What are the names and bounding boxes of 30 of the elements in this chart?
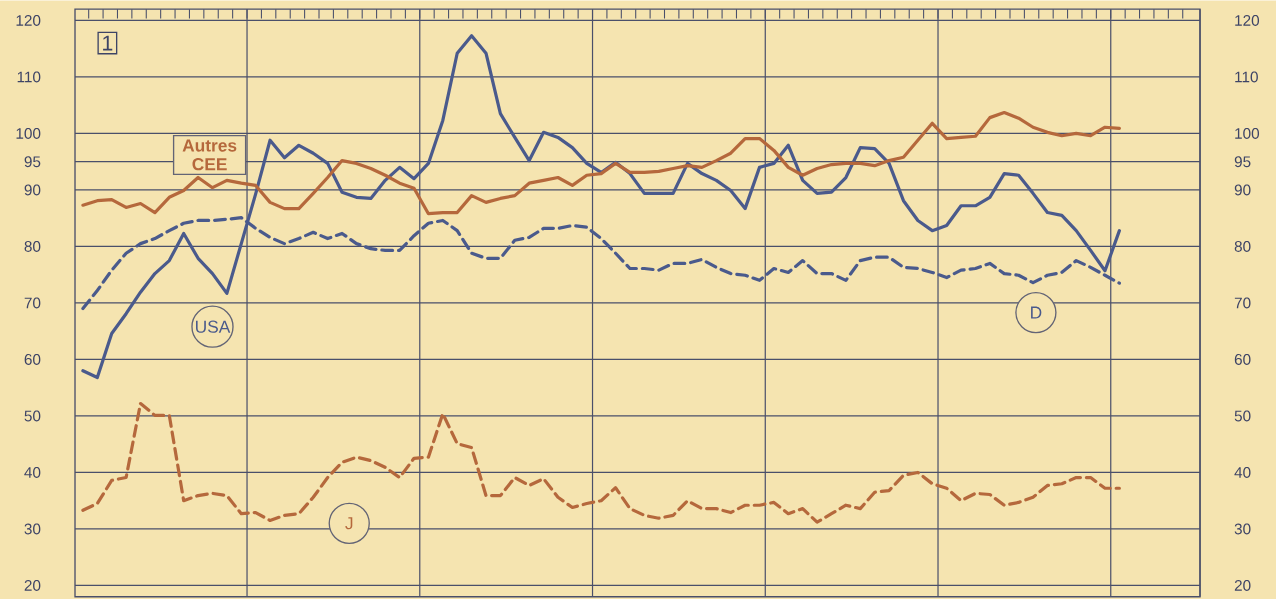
y2-tick-label: 90 — [1234, 184, 1251, 196]
y-tick-label: 95 — [24, 156, 41, 167]
y-tick-label: 50 — [24, 410, 41, 422]
y-tick-label: 80 — [24, 240, 41, 252]
y2-tick-label: 110 — [1235, 71, 1258, 83]
y2-tick-label: 20 — [1234, 579, 1251, 591]
y-tick-label: 70 — [24, 297, 41, 309]
annotation: 1 — [103, 35, 113, 51]
y-tick-label: 20 — [24, 579, 41, 591]
y2-tick-label: 40 — [1234, 466, 1251, 478]
y-tick-label: 40 — [24, 466, 41, 478]
y-tick-label: 90 — [24, 184, 41, 196]
y-tick-label: 30 — [24, 523, 41, 535]
y-tick-label: 110 — [17, 71, 41, 83]
y2-tick-label: 60 — [1234, 353, 1251, 365]
series-label: USA — [196, 320, 231, 333]
y-tick-label: 100 — [16, 127, 41, 139]
y-tick-label: 120 — [16, 14, 41, 26]
y2-tick-label: 30 — [1234, 523, 1251, 535]
series-label: D — [1031, 306, 1042, 319]
line-series — [81, 110, 1121, 216]
y2-tick-label: 95 — [1234, 156, 1251, 167]
y2-tick-label: 50 — [1234, 410, 1251, 422]
y2-tick-label: 120 — [1235, 14, 1260, 26]
y-tick-label: 60 — [24, 353, 41, 365]
y2-tick-label: 80 — [1234, 240, 1251, 252]
text: J — [345, 517, 353, 530]
y2-tick-label: 70 — [1234, 297, 1251, 309]
series-label: Autres CEE — [182, 139, 237, 171]
y2-tick-label: 100 — [1235, 127, 1260, 139]
